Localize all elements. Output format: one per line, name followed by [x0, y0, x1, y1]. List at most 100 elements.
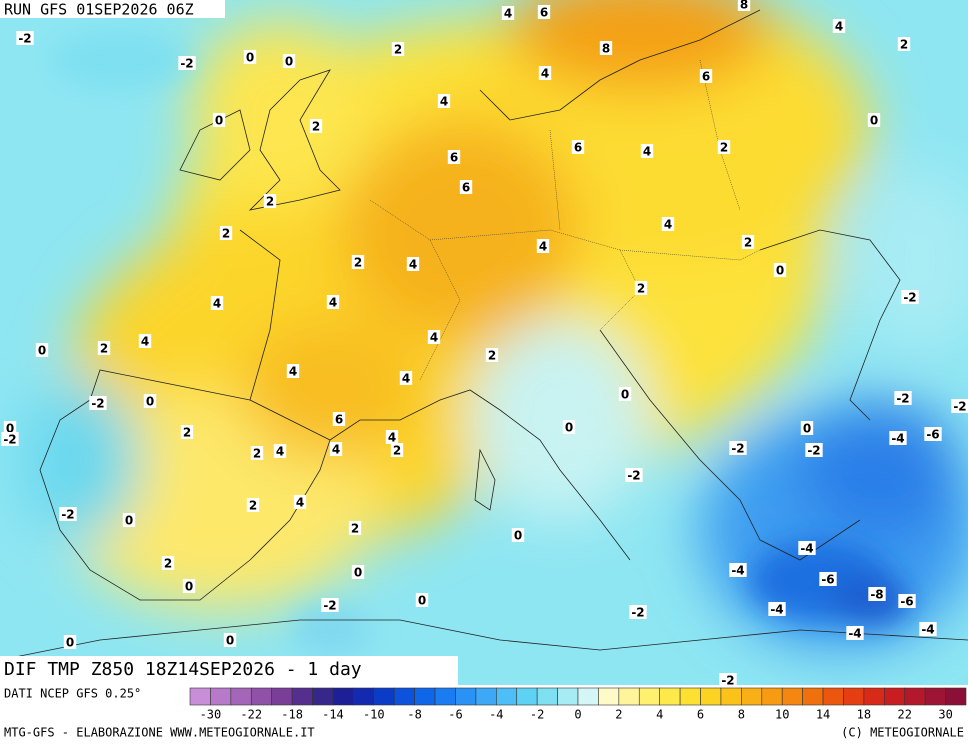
- contour-label: 2: [744, 236, 752, 250]
- contour-label-bg: [138, 334, 152, 348]
- colorbar-label: 8: [738, 708, 745, 722]
- colorbar-label: 10: [775, 708, 789, 722]
- contour-label-bg: [273, 444, 287, 458]
- contour-label: 0: [215, 114, 223, 128]
- colorbar-swatch: [945, 687, 967, 706]
- contour-label-bg: [210, 296, 224, 310]
- colorbar-label: -22: [240, 708, 262, 722]
- colorbar-swatch: [761, 687, 783, 706]
- contour-label: 6: [702, 70, 710, 84]
- contour-label: 0: [125, 514, 133, 528]
- contour-label-bg: [951, 399, 968, 413]
- contour-label-bg: [640, 144, 654, 158]
- colorbar-swatch: [598, 687, 620, 706]
- contour-label-bg: [901, 290, 919, 304]
- contour-label: 2: [354, 256, 362, 270]
- contour-label-bg: [321, 598, 339, 612]
- contour-label-bg: [263, 194, 277, 208]
- contour-label-bg: [16, 31, 34, 45]
- contour-label-bg: [485, 348, 499, 362]
- contour-label-bg: [59, 507, 77, 521]
- contour-label-bg: [599, 41, 613, 55]
- contour-label: 0: [6, 422, 14, 436]
- contour-label: 4: [332, 443, 340, 457]
- contour-label: 4: [541, 67, 549, 81]
- colorbar-label: -30: [200, 708, 222, 722]
- contour-label-bg: [536, 239, 550, 253]
- contour-label: -2: [807, 444, 820, 458]
- contour-label: -4: [770, 603, 783, 617]
- colorbar-swatch: [434, 687, 456, 706]
- contour-label-bg: [737, 0, 751, 11]
- colorbar-swatch: [353, 687, 375, 706]
- contour-label: 4: [141, 335, 149, 349]
- contour-label-bg: [768, 602, 786, 616]
- contour-label-bg: [459, 180, 473, 194]
- contour-label-bg: [3, 421, 17, 435]
- colorbar-swatch: [332, 687, 354, 706]
- colorbar-swatch: [312, 687, 334, 706]
- colorbar-swatch: [577, 687, 599, 706]
- contour-label: 2: [637, 282, 645, 296]
- contour-label-bg: [329, 442, 343, 456]
- contour-label-bg: [501, 6, 515, 20]
- colorbar-swatch: [638, 687, 660, 706]
- map-title: DIF TMP Z850 18Z14SEP2026 - 1 day: [4, 659, 362, 680]
- data-source: DATI NCEP GFS 0.25°: [4, 687, 141, 701]
- contour-label: 0: [621, 388, 629, 402]
- contour-label: -2: [631, 606, 644, 620]
- contour-label: -2: [721, 674, 734, 688]
- contour-label: 4: [402, 372, 410, 386]
- colorbar-swatch: [679, 687, 701, 706]
- contour-label: 0: [418, 594, 426, 608]
- contour-label: 0: [185, 580, 193, 594]
- contour-label: -2: [903, 291, 916, 305]
- contour-label: 6: [540, 6, 548, 20]
- contour-label-bg: [63, 635, 77, 649]
- contour-label-bg: [406, 257, 420, 271]
- contour-label-bg: [415, 593, 429, 607]
- colorbar-swatch: [720, 687, 742, 706]
- colorbar: -30 -22 -18 -14 -10 -8 -6 -4 -2 0 2 4 6 8 10 14 18 22 30: [189, 687, 967, 722]
- colorbar-swatch: [863, 687, 885, 706]
- colorbar-swatch: [700, 687, 722, 706]
- contour-label-bg: [219, 226, 233, 240]
- contour-label: 2: [312, 120, 320, 134]
- contour-label-bg: [246, 498, 260, 512]
- colorbar-label: 22: [898, 708, 912, 722]
- contour-label: 2: [253, 447, 261, 461]
- colorbar-swatch: [843, 687, 865, 706]
- contour-label: 4: [430, 331, 438, 345]
- contour-label-bg: [385, 430, 399, 444]
- contour-label: 0: [66, 636, 74, 650]
- contour-label: 2: [164, 557, 172, 571]
- contour-label-bg: [832, 19, 846, 33]
- colorbar-swatch: [271, 687, 293, 706]
- contour-label-bg: [511, 528, 525, 542]
- contour-label-bg: [924, 427, 942, 441]
- contour-label-bg: [717, 140, 731, 154]
- colorbar-label: 14: [816, 708, 830, 722]
- colorbar-label: 4: [656, 708, 663, 722]
- contour-label-bg: [729, 563, 747, 577]
- contour-label-bg: [348, 521, 362, 535]
- contour-label-bg: [894, 391, 912, 405]
- colorbar-swatch: [189, 687, 211, 706]
- contour-label: 4: [539, 240, 547, 254]
- colorbar-label: 0: [574, 708, 581, 722]
- contour-label: -4: [800, 542, 813, 556]
- contour-label: 4: [643, 145, 651, 159]
- colorbar-swatch: [393, 687, 415, 706]
- contour-label-bg: [122, 513, 136, 527]
- contour-label: 0: [246, 51, 254, 65]
- contour-label-bg: [618, 387, 632, 401]
- contour-label-bg: [819, 572, 837, 586]
- contour-label: -2: [731, 442, 744, 456]
- contour-label: -2: [18, 32, 31, 46]
- colorbar-swatch: [414, 687, 436, 706]
- colorbar-label: 30: [938, 708, 952, 722]
- contour-label-bg: [89, 396, 107, 410]
- colorbar-label: -4: [489, 708, 503, 722]
- contour-label: 4: [276, 445, 284, 459]
